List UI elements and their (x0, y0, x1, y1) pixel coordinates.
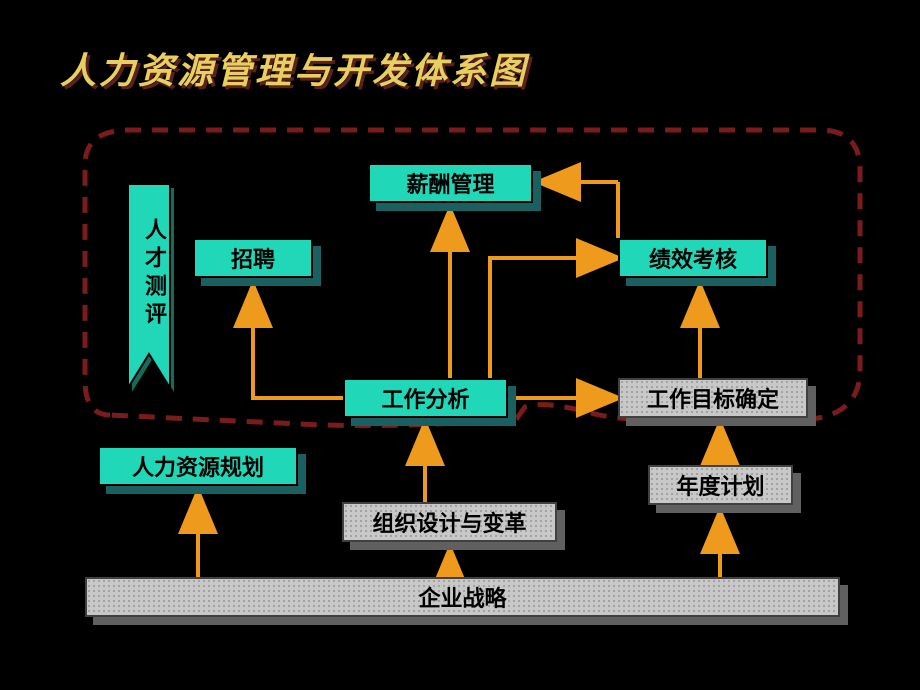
page-title: 人力资源管理与开发体系图 (60, 42, 528, 94)
jobanalysis-label: 工作分析 (381, 382, 469, 414)
strategy-label: 企业战略 (418, 581, 506, 613)
performance-box: 绩效考核 (618, 238, 768, 278)
strategy-box: 企业战略 (85, 577, 840, 617)
recruit-label: 招聘 (231, 242, 275, 274)
orgdesign-label: 组织设计与变革 (372, 506, 526, 538)
arrow-jobanalysis-to-performance (490, 258, 612, 378)
compensation-box: 薪酬管理 (368, 163, 533, 203)
orgdesign-box: 组织设计与变革 (342, 502, 557, 542)
annualplan-label: 年度计划 (676, 469, 764, 501)
recruit-box: 招聘 (193, 238, 313, 278)
jobanalysis-box: 工作分析 (343, 378, 508, 418)
hrplan-label: 人力资源规划 (132, 450, 264, 482)
performance-label: 绩效考核 (649, 242, 737, 274)
hrplan-box: 人力资源规划 (98, 446, 298, 486)
talent-assessment-label: 人才测评 (128, 218, 170, 330)
arrow-jobanalysis-to-recruit (253, 292, 343, 398)
goalsetting-box: 工作目标确定 (618, 378, 808, 418)
goalsetting-label: 工作目标确定 (647, 382, 779, 414)
annualplan-box: 年度计划 (648, 465, 793, 505)
compensation-label: 薪酬管理 (406, 167, 494, 199)
